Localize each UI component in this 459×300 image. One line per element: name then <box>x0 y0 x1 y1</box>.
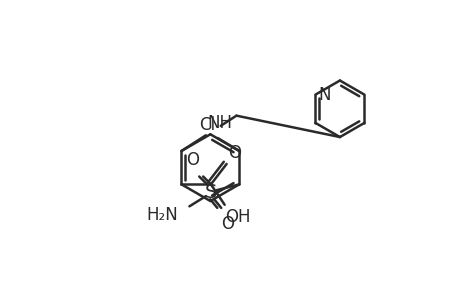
Text: O: O <box>221 215 234 233</box>
Text: Cl: Cl <box>198 116 214 134</box>
Text: NH: NH <box>207 114 231 132</box>
Text: O: O <box>185 152 199 169</box>
Text: S: S <box>204 183 217 202</box>
Text: O: O <box>228 144 241 162</box>
Text: OH: OH <box>225 208 251 226</box>
Text: N: N <box>318 85 330 103</box>
Text: H₂N: H₂N <box>146 206 177 224</box>
